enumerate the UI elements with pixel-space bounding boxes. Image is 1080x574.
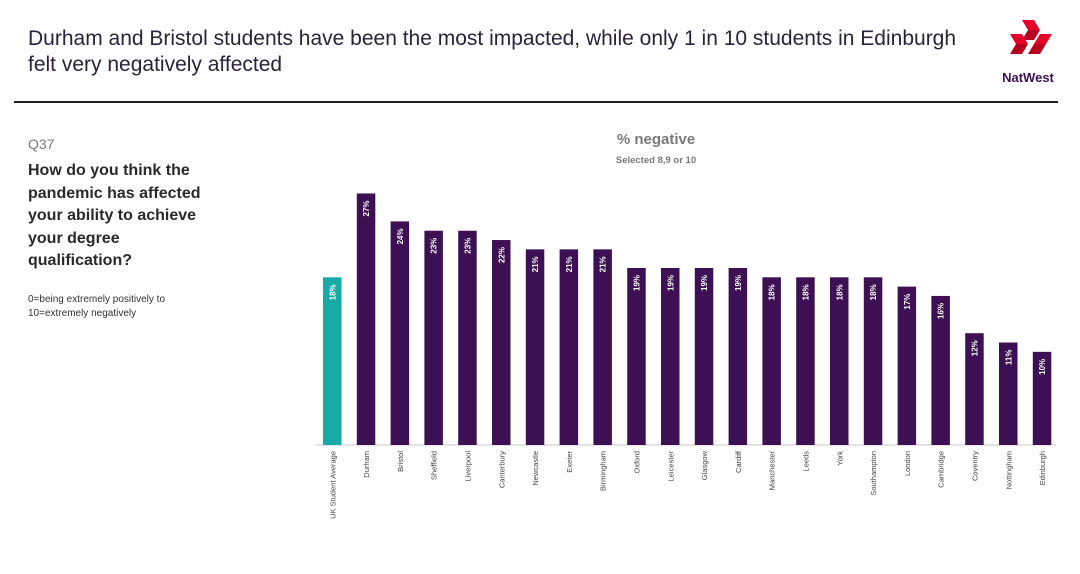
bar [458,230,477,445]
x-tick-label: Edinburgh [1038,451,1047,485]
data-label: 21% [565,256,574,272]
x-tick-label: Cardiff [734,450,743,473]
data-label: 21% [599,256,608,272]
data-label: 16% [937,303,946,319]
x-tick-label: London [903,451,912,476]
bar [525,249,545,445]
header-divider [14,101,1058,103]
bar [931,295,950,445]
data-label: 11% [1004,350,1013,366]
data-label: 24% [396,228,405,244]
data-label: 18% [768,284,777,300]
data-label: 17% [903,294,912,310]
bar [830,277,849,445]
bar [762,277,781,445]
bar [390,221,410,445]
bar [492,240,511,445]
x-tick-label: Glasgow [700,450,709,480]
chart-title: % negative [616,131,696,148]
question-text: How do you think the pandemic has affect… [28,162,201,269]
x-tick-label: Birmingham [599,451,608,491]
bar [559,249,579,445]
x-tick-label: York [835,451,844,466]
bar [356,193,376,445]
x-tick-label: Durham [362,451,371,478]
data-label: 23% [463,238,472,254]
bar [593,249,612,445]
brand-name: NatWest [1002,70,1054,85]
bar [627,267,646,445]
bar [661,267,680,445]
x-tick-label: Sheffield [430,451,439,480]
bar [897,286,917,445]
bar [728,267,748,445]
bar [863,277,883,445]
data-label: 22% [497,247,506,263]
data-label: 18% [328,284,337,300]
bar [1032,351,1052,445]
data-label: 12% [970,340,979,356]
x-tick-label: Leicester [666,451,675,482]
x-tick-label: Bristol [396,451,405,472]
x-tick-label: Canterbury [497,451,506,488]
bar [965,333,984,445]
x-tick-label: Coventry [970,451,979,481]
data-label: 19% [700,275,709,291]
x-tick-label: Newcastle [531,451,540,486]
x-tick-label: Manchester [768,451,777,491]
data-label: 18% [801,284,810,300]
data-label: 19% [632,275,641,291]
bar [999,342,1018,445]
question-number: Q37 [28,136,55,152]
data-label: 21% [531,256,540,272]
data-label: 19% [734,275,743,291]
bar [796,277,815,445]
x-tick-label: Oxford [632,451,641,474]
data-label: 10% [1038,359,1047,375]
bar [694,267,714,445]
x-tick-label: Southampton [869,451,878,496]
natwest-logo-icon [1010,20,1052,54]
data-label: 18% [835,284,844,300]
data-label: 19% [666,275,675,291]
bar [424,230,443,445]
x-tick-label: UK Student Average [328,451,337,519]
x-tick-label: Cambridge [937,451,946,488]
chart-subtitle: Selected 8,9 or 10 [615,155,697,166]
x-tick-label: Exeter [565,451,574,473]
page-title: Durham and Bristol students have been th… [28,27,957,76]
data-label: 27% [362,200,371,216]
x-tick-label: Leeds [801,451,810,472]
scale-note: 0=being extremely positively to 10=extre… [28,294,166,319]
natwest-logo: NatWest [996,16,1060,90]
data-label: 18% [869,284,878,300]
x-tick-label: Nottingham [1004,451,1013,489]
bar [323,277,342,445]
data-label: 23% [430,238,439,254]
x-tick-label: Liverpool [463,451,472,482]
